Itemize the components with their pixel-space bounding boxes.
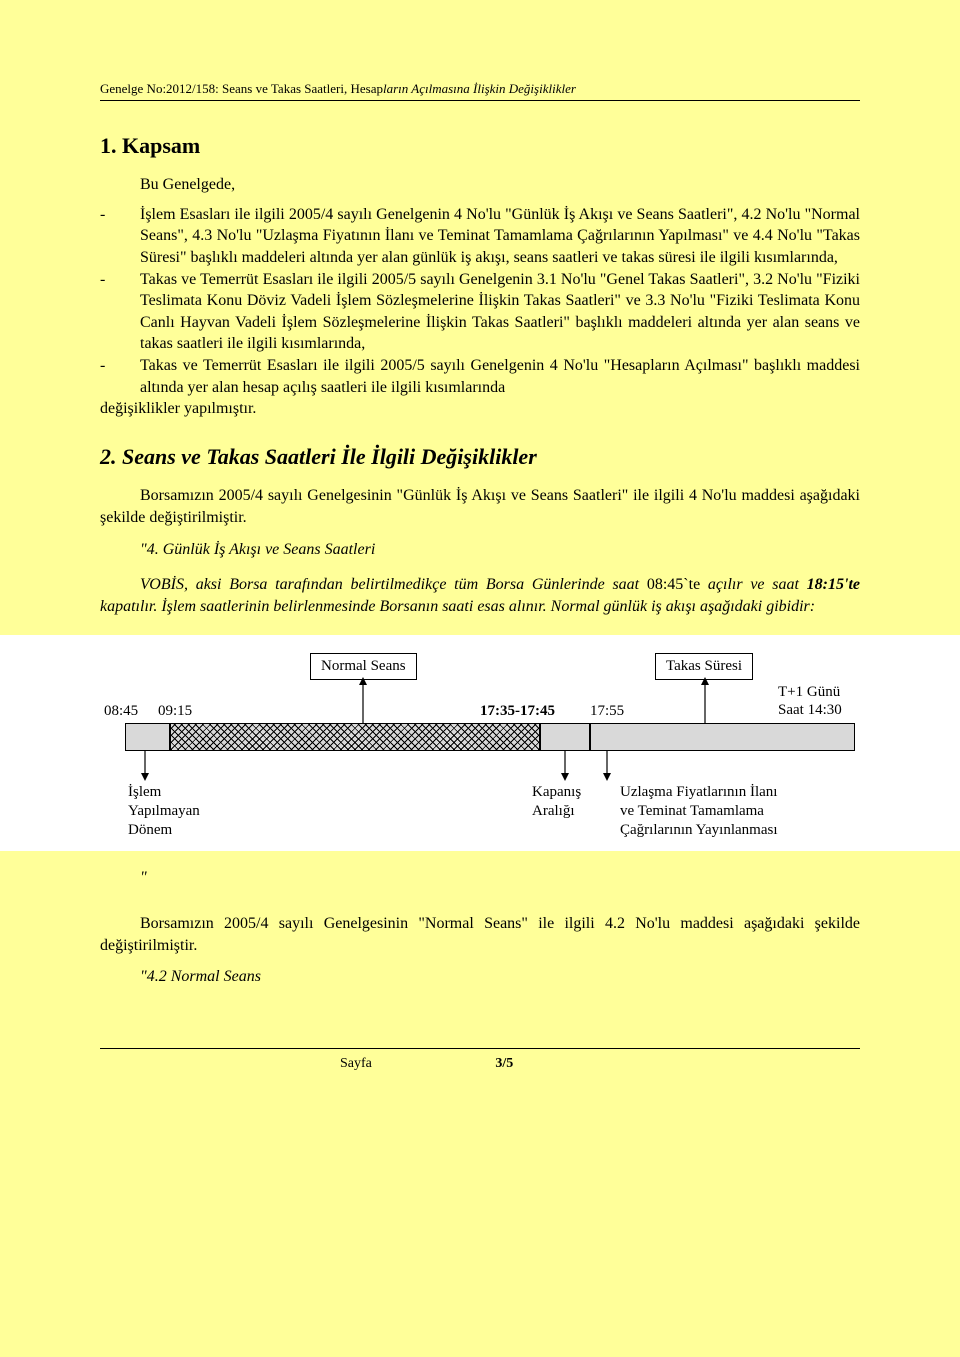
bar-segment-takas [590,723,855,751]
time-tplus1: T+1 Günü Saat 14:30 [778,683,842,719]
box-normal-seans: Normal Seans [310,653,417,679]
time-1735-1745: 17:35-17:45 [480,701,555,721]
bullet-item: - İşlem Esasları ile ilgili 2005/4 sayıl… [100,204,860,269]
time-1755: 17:55 [590,701,624,721]
para2-post: kapatılır. İşlem saatlerinin belirlenmes… [100,598,815,615]
bullet-text: Takas ve Temerrüt Esasları ile ilgili 20… [140,269,860,355]
section1-number: 1. [100,133,117,158]
section2-title: Seans ve Takas Saatleri İle İlgili Değiş… [122,444,537,469]
closing-quote-mark: " [140,867,860,889]
section2-para1: Borsamızın 2005/4 sayılı Genelgesinin "G… [100,485,860,528]
footer-rule [100,1048,860,1049]
bullet-text: İşlem Esasları ile ilgili 2005/4 sayılı … [140,204,860,269]
para2-pre: VOBİS, aksi Borsa tarafından belirtilmed… [140,576,647,593]
bar-segment-seans [170,723,540,751]
section2-para2: VOBİS, aksi Borsa tarafından belirtilmed… [100,574,860,617]
bullet-item: - Takas ve Temerrüt Esasları ile ilgili … [100,355,860,398]
label-kapanis-araligi: Kapanış Aralığı [532,783,581,821]
section1-intro: Bu Genelgede, [140,174,860,196]
section2-subhead: "4. Günlük İş Akışı ve Seans Saatleri [140,539,860,561]
section2-heading: 2. Seans ve Takas Saatleri İle İlgili De… [100,442,860,472]
section2-number: 2. [100,444,117,469]
section2b-subhead: "4.2 Normal Seans [140,966,860,988]
timeline-diagram: Normal Seans Takas Süresi 08:45 09:15 17… [100,653,860,843]
lbl-uzlasma-3: Çağrılarının Yayınlanması [620,822,778,838]
page-footer: Sayfa 3/5 [100,1055,860,1074]
box-takas-suresi: Takas Süresi [655,653,753,679]
section2b-para: Borsamızın 2005/4 sayılı Genelgesinin "N… [100,913,860,956]
tplus1-line1: T+1 Günü [778,684,840,700]
footer-label: Sayfa [340,1056,372,1071]
arrow-down-islem [140,751,150,781]
bullet-dash: - [100,204,140,269]
section1-heading: 1. Kapsam [100,131,860,161]
bullet-text: Takas ve Temerrüt Esasları ile ilgili 20… [140,355,860,398]
lbl-islem-3: Dönem [128,822,172,838]
header-suffix: ların Açılmasına İlişkin Değişiklikler [383,81,576,96]
para2-time2: 18:15'te [807,576,860,593]
lbl-kapanis-1: Kapanış [532,784,581,800]
bullet-dash: - [100,355,140,398]
tplus1-line2: Saat 14:30 [778,702,842,718]
time-0915: 09:15 [158,701,192,721]
lbl-islem-1: İşlem [128,784,161,800]
footer-page: 3/5 [495,1056,513,1071]
bar-segment-idle [125,723,170,751]
section1-title: Kapsam [122,133,200,158]
lbl-kapanis-2: Aralığı [532,803,575,819]
section1-closing: değişiklikler yapılmıştır. [100,398,860,420]
timeline-diagram-wrap: Normal Seans Takas Süresi 08:45 09:15 17… [0,635,960,851]
bullet-item: - Takas ve Temerrüt Esasları ile ilgili … [100,269,860,355]
header-prefix: Genelge No:2012/158: Seans ve Takas Saat… [100,81,383,96]
lbl-islem-2: Yapılmayan [128,803,200,819]
bar-segment-kapanis [540,723,590,751]
page-header: Genelge No:2012/158: Seans ve Takas Saat… [100,80,860,101]
arrow-down-uzlasma [602,751,612,781]
arrow-down-kapanis [560,751,570,781]
time-0845: 08:45 [104,701,138,721]
para2-time1: 08:45`te [647,576,700,593]
arrow-up-takas [700,677,710,723]
label-islem-yapilmayan: İşlem Yapılmayan Dönem [128,783,200,839]
bullet-dash: - [100,269,140,355]
para2-mid: açılır ve saat [700,576,806,593]
lbl-uzlasma-2: ve Teminat Tamamlama [620,803,764,819]
lbl-uzlasma-1: Uzlaşma Fiyatlarının İlanı [620,784,777,800]
label-uzlasma: Uzlaşma Fiyatlarının İlanı ve Teminat Ta… [620,783,778,839]
arrow-up-normal [358,677,368,723]
